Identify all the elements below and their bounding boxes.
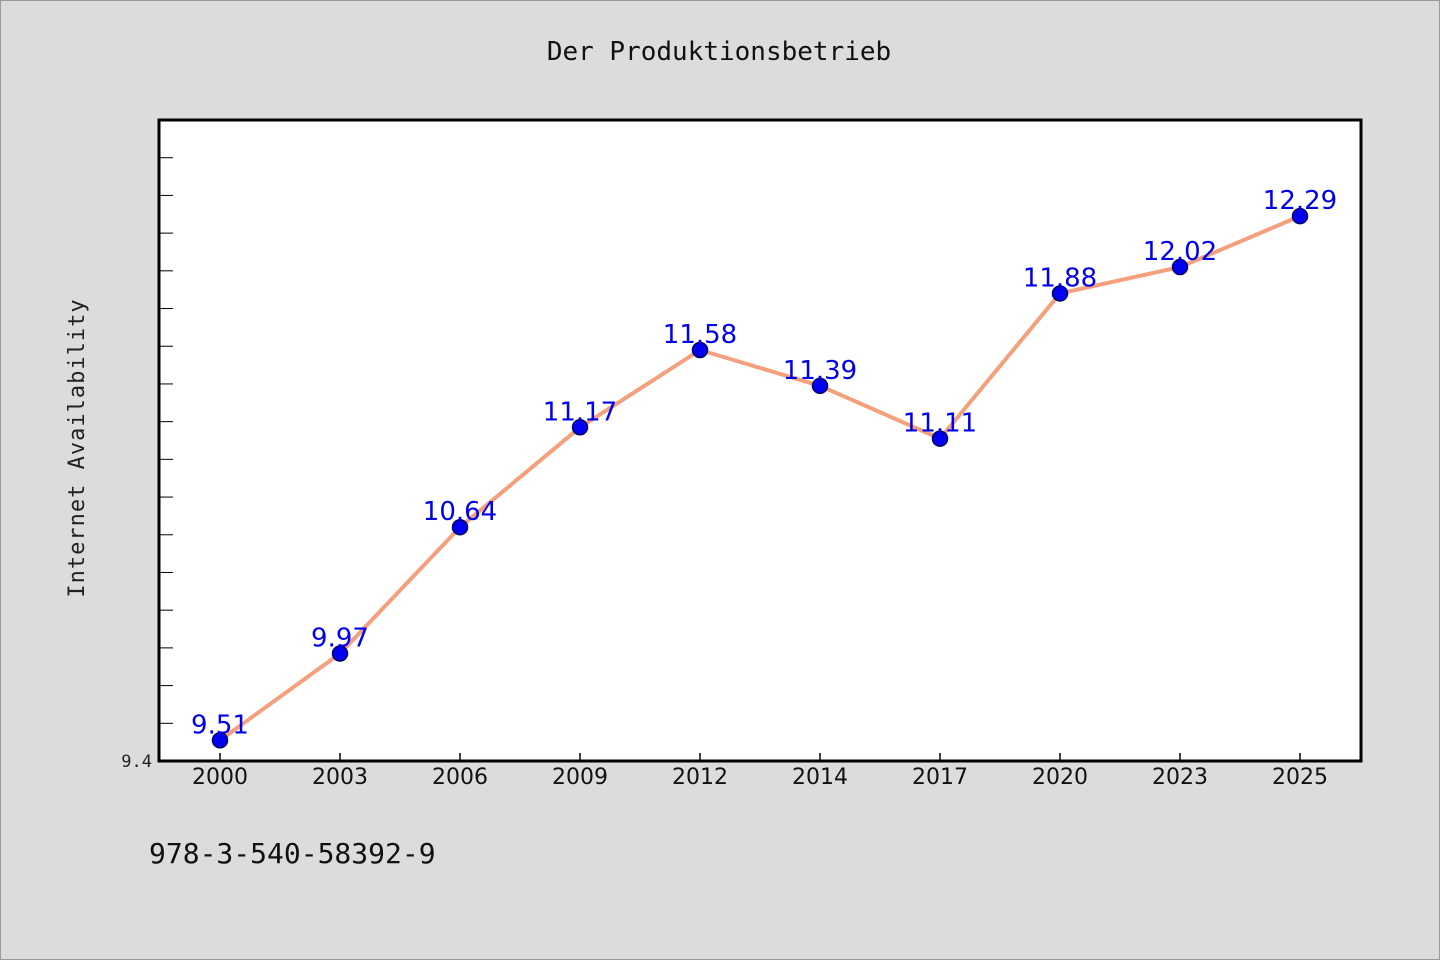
chart-title: Der Produktionsbetrieb (547, 37, 891, 67)
x-tick-label: 2025 (1272, 765, 1328, 790)
data-label: 9.97 (311, 624, 369, 654)
x-tick-label: 2017 (912, 765, 968, 790)
data-label: 12.29 (1263, 186, 1337, 216)
x-tick-label: 2014 (792, 765, 848, 790)
data-label: 11.88 (1023, 263, 1097, 293)
data-label: 10.64 (423, 497, 497, 527)
data-label: 11.11 (903, 409, 977, 439)
data-point (931, 430, 949, 447)
y-axis-min-label: 9.4 (121, 752, 152, 772)
data-label: 11.17 (543, 397, 617, 427)
data-label: 11.58 (663, 320, 737, 350)
data-point (1051, 285, 1069, 302)
x-tick-label: 2000 (192, 765, 248, 790)
x-axis-ticks: 2000 2003 2006 2009 2012 2014 2017 2020 2023 2025 (192, 753, 1328, 790)
data-label: 12.02 (1143, 237, 1217, 267)
x-tick-label: 2003 (312, 765, 368, 790)
isbn-text: 978-3-540-58392-9 (149, 837, 436, 870)
data-point (1171, 258, 1189, 276)
data-point (691, 341, 709, 359)
data-label: 11.39 (783, 356, 857, 386)
data-point (1291, 207, 1309, 225)
x-tick-label: 2012 (672, 765, 728, 790)
data-point (571, 419, 589, 436)
x-tick-label: 2020 (1032, 765, 1088, 790)
data-point (811, 377, 829, 395)
data-point (331, 645, 349, 662)
data-point (451, 518, 469, 536)
y-axis-label: Internet Availability (65, 298, 90, 597)
x-tick-label: 2009 (552, 765, 608, 790)
series-group (218, 214, 1301, 742)
series-line (218, 214, 1301, 742)
data-labels: 9.51 9.97 10.64 11.17 11.58 11.39 11.11 11.88 12… (191, 186, 1337, 740)
y-axis-ticks (159, 157, 173, 724)
data-label: 9.51 (191, 710, 249, 740)
plot-area (157, 118, 1363, 763)
data-point (211, 732, 229, 749)
x-tick-label: 2023 (1152, 765, 1208, 790)
x-tick-label: 2006 (432, 765, 488, 790)
data-markers (211, 207, 1309, 749)
